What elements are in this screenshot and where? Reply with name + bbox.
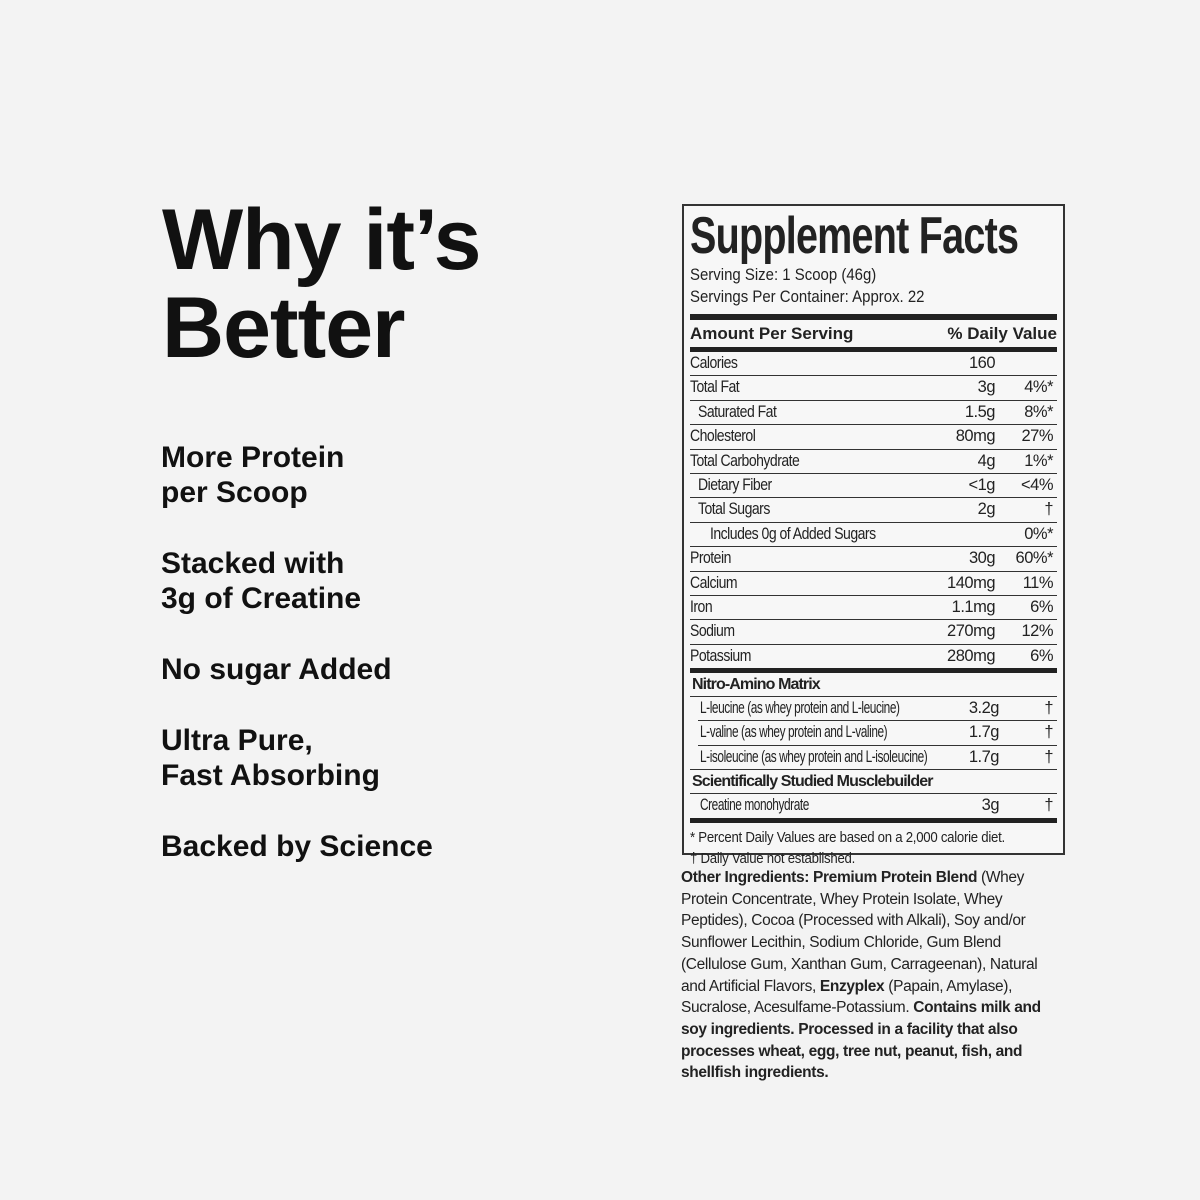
nutrient-row: L-leucine (as whey protein and L-leucine… <box>698 697 1057 722</box>
ingredients-text: (Whey Protein Concentrate, Whey Protein … <box>681 869 1038 995</box>
nutrient-row: Includes 0g of Added Sugars 0%* <box>690 523 1057 548</box>
dv-header: % Daily Value <box>947 324 1057 343</box>
nutrient-row: Iron 1.1mg 6% <box>690 596 1057 621</box>
blend-rows: L-leucine (as whey protein and L-leucine… <box>690 697 1057 769</box>
nutrient-row: Sodium 270mg 12% <box>690 620 1057 645</box>
nutrient-dv: † <box>1044 723 1053 742</box>
nutrient-dv: † <box>1044 500 1053 519</box>
nutrient-name: Cholesterol <box>690 427 756 446</box>
nutrient-amount: 1.1mg <box>951 597 996 616</box>
ingredients-text: (Papain, Amylase), Sucralose, Acesulfame… <box>681 977 1013 1017</box>
nutrient-amount: 2g <box>977 500 996 519</box>
nutrient-name: L-isoleucine (as whey protein and L-isol… <box>700 747 928 766</box>
supplement-facts-panel: Supplement Facts Serving Size: 1 Scoop (… <box>682 204 1065 867</box>
nutrient-row: Potassium 280mg 6% <box>690 645 1057 668</box>
nutrient-name: Includes 0g of Added Sugars <box>710 524 876 543</box>
nutrient-amount: 3g <box>977 378 996 397</box>
other-ingredients: Other Ingredients: Premium Protein Blend… <box>681 867 1066 1084</box>
nutrient-row: L-valine (as whey protein and L-valine) 1… <box>698 721 1057 746</box>
divider <box>690 314 1057 320</box>
divider <box>690 347 1057 352</box>
nutrient-name: Iron <box>690 597 713 616</box>
blend-rows: Creatine monohydrate 3g † <box>690 794 1057 817</box>
nutrient-row: Total Sugars 2g † <box>690 498 1057 523</box>
nutrient-amount: 30g <box>968 549 996 568</box>
nutrient-rows: Calories 160 Total Fat 3g 4%* Saturated Fat 1.… <box>690 352 1057 668</box>
nutrient-name: Total Sugars <box>698 500 770 519</box>
facts-header: Amount Per Serving % Daily Value <box>690 322 1057 346</box>
nutrient-name: Saturated Fat <box>698 402 777 421</box>
nutrient-amount: 160 <box>968 354 996 372</box>
nutrient-amount: 1.5g <box>964 402 996 421</box>
nutrient-row: Protein 30g 60%* <box>690 547 1057 572</box>
nutrient-amount: 280mg <box>947 646 995 665</box>
nutrient-dv: <4% <box>1021 475 1053 494</box>
nutrient-row: Calories 160 <box>690 352 1057 377</box>
nutrient-row: L-isoleucine (as whey protein and L-isol… <box>698 746 1057 769</box>
nutrient-amount: 4g <box>977 451 996 470</box>
nutrient-dv: 11% <box>1022 573 1054 592</box>
allergen-statement: Contains milk and soy ingredients. Proce… <box>681 999 1041 1082</box>
nutrient-row: Total Carbohydrate 4g 1%* <box>690 450 1057 474</box>
blend-title: Nitro-Amino Matrix <box>690 673 1057 698</box>
nutrient-dv: 8%* <box>1024 402 1053 421</box>
nutrient-amount: 270mg <box>947 622 995 641</box>
nutrient-name: Dietary Fiber <box>698 475 772 494</box>
benefit-item: No sugar Added <box>161 653 392 686</box>
nutrient-amount: 3.2g <box>968 699 1000 718</box>
benefit-item: Ultra Pure, Fast Absorbing <box>161 724 380 792</box>
nutrient-amount: <1g <box>968 475 996 494</box>
nutrient-dv: † <box>1044 699 1053 718</box>
nutrient-name: Calcium <box>690 573 738 592</box>
nutrient-dv: † <box>1044 747 1053 766</box>
nutrient-dv: 60%* <box>1015 549 1054 568</box>
nutrient-dv: 6% <box>1030 597 1053 616</box>
nutrient-name: L-leucine (as whey protein and L-leucine… <box>700 699 900 718</box>
facts-title: Supplement Facts <box>690 207 1019 265</box>
nutrient-row: Cholesterol 80mg 27% <box>690 425 1057 450</box>
nutrient-row: Calcium 140mg 11% <box>690 572 1057 596</box>
nutrient-dv: † <box>1044 796 1053 815</box>
nutrient-amount: 1.7g <box>968 747 1000 766</box>
nutrient-name: L-valine (as whey protein and L-valine) <box>700 723 888 742</box>
nutrient-amount: 3g <box>981 796 1000 815</box>
nutrient-row: Creatine monohydrate 3g † <box>698 794 1057 817</box>
nutrient-name: Total Carbohydrate <box>690 451 800 470</box>
nutrient-amount: 140mg <box>947 573 995 592</box>
nutrient-row: Saturated Fat 1.5g 8%* <box>690 401 1057 426</box>
benefit-item: Stacked with 3g of Creatine <box>161 547 362 615</box>
nutrient-name: Creatine monohydrate <box>700 796 809 815</box>
benefits-list: More Protein per Scoop Stacked with 3g o… <box>161 440 561 900</box>
nutrient-row: Total Fat 3g 4%* <box>690 376 1057 401</box>
footnote: † Daily Value not established. <box>690 849 856 867</box>
servings-per-container: Servings Per Container: Approx. 22 <box>690 287 925 306</box>
enzyme-name: Enzyplex <box>819 977 885 995</box>
serving-size: Serving Size: 1 Scoop (46g) <box>690 265 877 284</box>
divider <box>690 817 1057 823</box>
nutrient-name: Sodium <box>690 622 735 641</box>
blend-name: Premium Protein Blend <box>813 869 978 886</box>
nutrient-dv: 12% <box>1021 622 1053 641</box>
nutrient-amount: 80mg <box>955 427 996 446</box>
nutrient-dv: 27% <box>1021 427 1053 446</box>
nutrient-name: Total Fat <box>690 378 740 397</box>
benefit-item: More Protein per Scoop <box>161 441 345 509</box>
nutrient-dv: 1%* <box>1024 451 1053 470</box>
nutrient-dv: 0%* <box>1024 524 1053 543</box>
nutrient-dv: 4%* <box>1024 378 1053 397</box>
ingredients-label: Other Ingredients: <box>681 869 810 886</box>
blend-title: Scientifically Studied Musclebuilder <box>690 769 1057 795</box>
footnote: * Percent Daily Values are based on a 2,… <box>690 828 1005 846</box>
benefit-item: Backed by Science <box>161 830 433 863</box>
amount-header: Amount Per Serving <box>690 324 854 343</box>
divider <box>690 668 1057 674</box>
nutrient-name: Potassium <box>690 646 751 665</box>
nutrient-row: Dietary Fiber <1g <4% <box>690 474 1057 499</box>
nutrient-amount: 1.7g <box>968 723 1000 742</box>
nutrient-name: Protein <box>690 549 731 568</box>
nutrient-name: Calories <box>690 354 738 372</box>
nutrient-dv: 6% <box>1030 646 1053 665</box>
headline: Why it’s Better <box>162 192 482 376</box>
